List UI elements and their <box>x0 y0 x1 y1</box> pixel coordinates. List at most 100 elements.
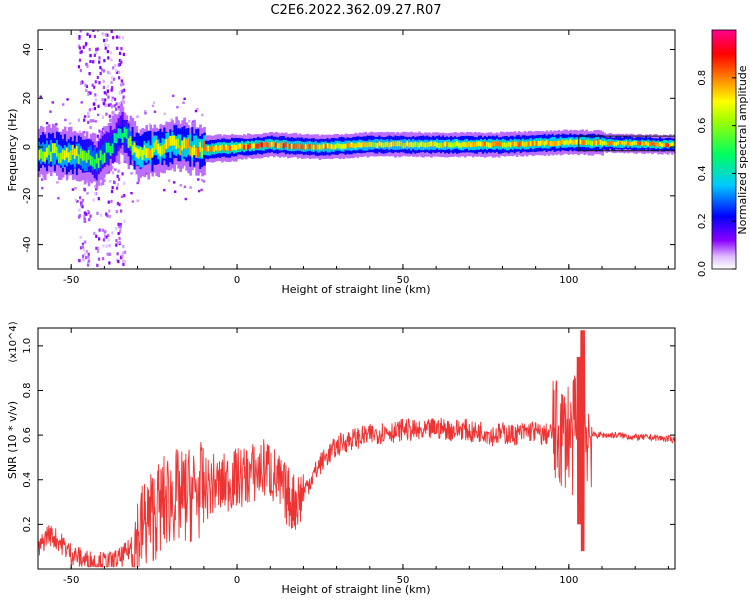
spectrogram-cell <box>485 141 489 147</box>
spectrogram-cell <box>153 142 157 153</box>
snr-y-tick-label: 1.0 <box>22 338 33 354</box>
spectrogram-speckle <box>79 201 83 205</box>
spectrogram-speckle <box>78 46 81 50</box>
spectrogram-cell <box>527 141 531 147</box>
spectrogram-cell <box>318 144 322 150</box>
spectrogram-speckle <box>104 104 107 108</box>
snr-y-tick-label: 0.8 <box>22 383 33 399</box>
spectrogram-speckle <box>118 111 121 116</box>
spectrogram-speckle <box>117 169 120 173</box>
spectrogram-cell <box>511 141 515 146</box>
spectrogram-cell <box>79 148 83 159</box>
spectrogram-cell <box>99 150 103 161</box>
spectrogram-cell <box>649 142 652 146</box>
spectrogram-speckle <box>97 104 100 108</box>
spectrogram-speckle <box>163 188 166 192</box>
spectrogram-speckle <box>102 257 105 261</box>
spectrogram-speckle <box>119 230 122 234</box>
spectrogram-speckle <box>91 83 94 87</box>
spectrogram-speckle <box>71 188 75 191</box>
spectrogram-cell <box>629 141 632 146</box>
spectrogram-cell <box>410 141 413 147</box>
spectrogram-cell <box>483 141 487 147</box>
spectrogram-cell <box>41 151 45 162</box>
spectrogram-cell <box>473 142 477 148</box>
spectrogram-cell <box>553 140 557 146</box>
spectrogram-speckle <box>93 191 97 196</box>
spectrogram-cell <box>75 146 79 156</box>
spectrogram-speckle <box>104 98 107 102</box>
spectrogram-cell <box>286 143 290 149</box>
spectrogram-speckle <box>106 89 109 93</box>
spectrogram-speckle <box>119 224 122 228</box>
spectrogram-cell <box>366 142 370 148</box>
spectrogram-cell <box>495 141 499 147</box>
snr-x-tick-label: 50 <box>397 575 410 586</box>
spectrogram-cell <box>250 143 254 149</box>
spectrogram-speckle <box>83 187 86 191</box>
spectrogram-y-tick-label: -40 <box>22 236 33 252</box>
spectrogram-cell <box>400 141 403 147</box>
spectrogram-cell <box>571 140 575 146</box>
spectrogram-cell <box>352 143 356 149</box>
spectrogram-panel: -50 0 50 100 -40 -20 0 20 40 Height of straight … <box>6 26 676 296</box>
spectrogram-speckle <box>95 246 98 250</box>
spectrogram-speckle <box>98 60 101 64</box>
spectrogram-speckle <box>122 100 126 104</box>
spectrogram-speckle <box>167 179 171 182</box>
spectrogram-cell <box>667 143 670 148</box>
spectrogram-cell <box>673 141 675 146</box>
spectrogram-cell <box>631 141 634 146</box>
spectrogram-cell <box>440 142 443 148</box>
spectrogram-cell <box>621 140 624 145</box>
spectrogram-speckle <box>136 199 139 202</box>
spectrogram-speckle <box>200 188 203 192</box>
spectrogram-speckle <box>105 112 108 116</box>
figure-title: C2E6.2022.362.09.27.R07 <box>270 3 441 18</box>
spectrogram-cell <box>625 140 628 145</box>
snr-y-axis-label: SNR (10 * v/v) <box>6 401 19 479</box>
spectrogram-speckle <box>80 199 83 203</box>
spectrogram-cell <box>85 152 89 163</box>
spectrogram-speckle <box>39 95 42 98</box>
spectrogram-speckle <box>118 76 121 80</box>
spectrogram-cell <box>515 141 519 147</box>
spectrogram-cell <box>334 144 338 150</box>
spectrogram-speckle <box>79 68 82 73</box>
spectrogram-speckle <box>120 209 123 213</box>
spectrogram-cell <box>583 139 587 145</box>
spectrogram-cell <box>465 142 469 148</box>
spectrogram-cell <box>362 141 366 147</box>
spectrogram-speckle <box>100 213 103 217</box>
spectrogram-speckle <box>81 26 83 29</box>
spectrogram-cell <box>404 142 407 148</box>
spectrogram-cell <box>422 142 425 148</box>
spectrogram-speckle <box>85 210 88 215</box>
spectrogram-speckle <box>98 56 101 60</box>
spectrogram-speckle <box>64 118 67 122</box>
spectrogram-speckle <box>119 83 123 87</box>
spectrogram-cell <box>103 141 107 161</box>
spectrogram-cell <box>364 142 368 148</box>
spectrogram-speckle <box>99 65 102 70</box>
spectrogram-cell <box>340 144 344 150</box>
spectrogram-cell <box>67 152 71 163</box>
spectrogram-speckle <box>80 203 83 207</box>
spectrogram-cell <box>105 142 109 153</box>
spectrogram-cell <box>97 158 101 168</box>
spectrogram-speckle <box>118 51 122 56</box>
colorbar-gradient <box>711 29 737 270</box>
spectrogram-speckle <box>112 66 115 70</box>
spectrogram-cell <box>135 147 139 158</box>
spectrogram-cell <box>623 141 626 146</box>
spectrogram-cell <box>438 143 441 148</box>
spectrogram-speckle <box>83 219 86 223</box>
spectrogram-speckle <box>194 109 198 113</box>
spectrogram-speckle <box>89 91 92 95</box>
spectrogram-cell <box>543 141 547 147</box>
spectrogram-cell <box>274 142 278 148</box>
spectrogram-speckle <box>115 35 119 39</box>
spectrogram-speckle <box>88 47 91 52</box>
spectrogram-cell <box>225 144 228 150</box>
spectrogram-speckle <box>104 46 107 50</box>
